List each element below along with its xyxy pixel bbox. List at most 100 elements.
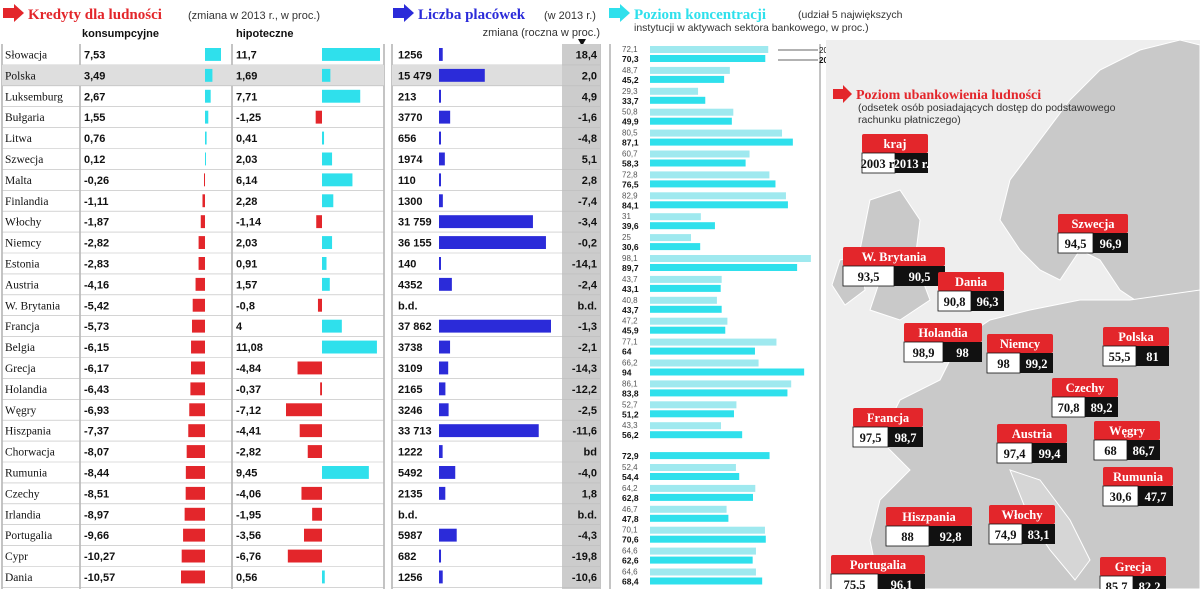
conc-2005-bar — [650, 464, 736, 471]
consumer-bar — [191, 340, 205, 354]
label-2003: 90,8 — [944, 295, 966, 309]
consumer-bar — [191, 319, 205, 333]
label-name-bg — [904, 323, 982, 342]
conc-2013-label: 84,1 — [622, 200, 639, 210]
mortgage-value: -0,8 — [236, 300, 255, 312]
table-row: Cypr -10,27 -6,76 682 -19,8 64,662,6 — [2, 547, 756, 567]
conc-2013-bar — [650, 473, 740, 480]
consumer-value: -1,87 — [84, 217, 109, 229]
conc-2013-bar — [650, 243, 701, 251]
consumer-value: -8,44 — [84, 468, 110, 480]
branch-bar — [439, 257, 441, 270]
consumer-value: -5,42 — [84, 300, 109, 312]
map-country-label: Polska 55,5 81 — [1102, 327, 1169, 367]
conc-2005-bar — [650, 359, 759, 367]
country-name: Irlandia — [5, 509, 41, 521]
mortgage-value: 11,08 — [236, 342, 263, 354]
red-arrow-icon — [3, 4, 24, 22]
branch-bar — [439, 194, 443, 208]
mortgage-bar — [322, 194, 334, 208]
branch-count: 2135 — [398, 488, 422, 500]
branch-change: -2,4 — [578, 279, 598, 291]
country-name: Grecja — [5, 363, 36, 375]
label-name: Portugalia — [850, 558, 907, 572]
branch-change: -1,3 — [578, 321, 597, 333]
conc-2005-label: 52,7 — [622, 400, 638, 409]
branch-change: -2,5 — [578, 405, 597, 417]
change-column-bg — [562, 44, 600, 589]
mortgage-bar — [322, 152, 333, 166]
conc-2013-label: 70,3 — [622, 54, 639, 64]
consumer-bar — [185, 466, 205, 479]
label-2013: 99,2 — [1026, 357, 1048, 371]
conc-2013-bar — [650, 201, 788, 209]
consumer-value: -7,37 — [84, 426, 109, 438]
mortgage-bar — [307, 445, 322, 458]
country-name: Dania — [5, 572, 32, 584]
branch-count: 110 — [398, 175, 416, 187]
branch-change: b.d. — [577, 509, 597, 521]
conc-2005-bar — [650, 255, 811, 262]
branch-bar — [439, 570, 443, 584]
conc-2013-bar — [650, 96, 706, 104]
consumer-value: 0,12 — [84, 154, 105, 166]
label-2013: 99,4 — [1039, 447, 1062, 461]
country-name: Francja — [5, 321, 39, 333]
mortgage-bar — [301, 486, 322, 500]
label-name-bg — [886, 507, 972, 526]
conc-2013-bar — [650, 577, 763, 585]
branch-change: -4,8 — [578, 133, 597, 145]
consumer-bar — [190, 361, 205, 375]
label-name: Polska — [1118, 330, 1154, 344]
table-row: Słowacja 7,53 11,7 1256 18,4 72,170,3 — [2, 45, 769, 66]
label-name-bg — [1094, 421, 1160, 440]
label-2013-bg — [1093, 233, 1128, 253]
conc-2005-label: 48,7 — [622, 66, 638, 75]
conc-2013-bar — [650, 138, 793, 146]
conc-2005-bar — [650, 213, 701, 221]
table-row: Irlandia -8,97 -1,95 b.d. b.d. 46,747,8 — [2, 505, 729, 526]
conc-2005-label: 46,7 — [622, 505, 638, 514]
loans-subtitle: (zmiana w 2013 r., w proc.) — [188, 10, 320, 22]
consumer-bar — [185, 486, 205, 500]
branch-count: 2165 — [398, 384, 422, 396]
label-2003: 70,8 — [1058, 401, 1080, 415]
branch-bar — [439, 403, 449, 417]
label-2003: 94,5 — [1065, 237, 1087, 251]
conc-2005-bar — [650, 171, 770, 179]
label-2013: 92,8 — [940, 530, 962, 544]
conc-2013-label: 58,3 — [622, 159, 639, 169]
consumer-value: -6,43 — [84, 384, 109, 396]
conc-2013-bar — [650, 55, 766, 62]
consumer-value: -8,97 — [84, 509, 109, 521]
table-row: Czechy -8,51 -4,06 2135 1,8 64,262,8 — [2, 484, 756, 505]
conc-2013-bar — [650, 284, 721, 292]
conc-2013-bar — [650, 368, 805, 376]
conc-2005-bar — [650, 568, 756, 576]
mortgage-value: 6,14 — [236, 175, 258, 187]
branch-bar — [439, 445, 443, 458]
label-2013-bg — [895, 153, 928, 173]
label-name-bg — [1103, 467, 1173, 486]
conc-2005-label: 70,1 — [622, 526, 638, 535]
conc-2013-bar — [650, 410, 734, 418]
consumer-value: -8,51 — [84, 488, 109, 500]
mortgage-value: -0,37 — [236, 384, 261, 396]
label-2013-bg — [1020, 353, 1053, 373]
consumer-bar — [200, 215, 205, 229]
table-row: Chorwacja -8,07 -2,82 1222 bd 72,9 — [2, 445, 770, 463]
label-2013-bg — [894, 266, 945, 286]
branch-count: 140 — [398, 259, 416, 271]
conc-2013-bar — [650, 222, 715, 230]
conc-2013-bar — [650, 389, 788, 397]
cyan-arrow-icon — [609, 4, 630, 22]
map-subtitle-1: (odsetek osób posiadających dostęp do po… — [858, 102, 1116, 114]
conc-2005-label: 52,4 — [622, 463, 638, 472]
conc-2013-label: 39,6 — [622, 221, 639, 231]
conc-2013-label: 83,8 — [622, 388, 639, 398]
mortgage-bar — [322, 173, 353, 187]
table-row: Bułgaria 1,55 -1,25 3770 -1,6 50,849,9 — [2, 108, 734, 128]
label-name: Dania — [955, 275, 988, 289]
consumer-bar — [181, 570, 205, 584]
branch-change: -12,2 — [572, 384, 597, 396]
